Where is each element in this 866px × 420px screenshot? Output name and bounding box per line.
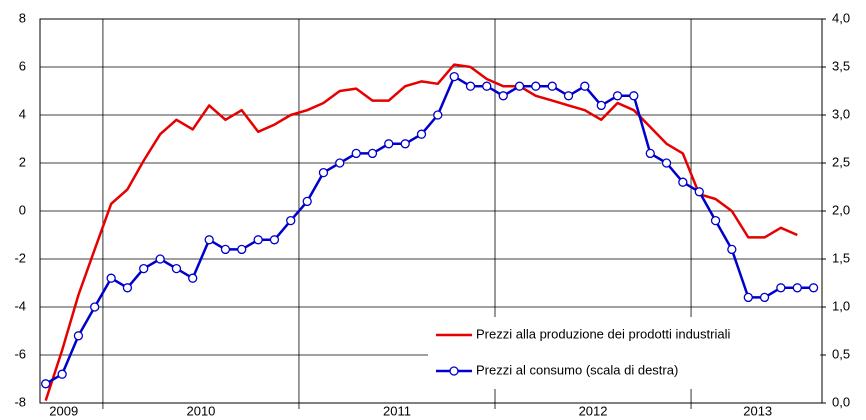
marker xyxy=(269,235,280,245)
marker xyxy=(171,263,182,274)
y-tick-label: -4 xyxy=(14,298,26,313)
marker xyxy=(514,81,525,91)
y-tick-label: -2 xyxy=(14,250,26,265)
marker xyxy=(155,254,165,264)
x-tick-label: 2012 xyxy=(579,403,608,418)
marker xyxy=(106,273,116,283)
marker xyxy=(73,331,84,341)
marker xyxy=(220,244,231,255)
y2-tick-label: 3,5 xyxy=(832,58,850,73)
marker xyxy=(367,148,378,159)
marker xyxy=(563,91,574,101)
legend-label: Prezzi al consumo (scala di destra) xyxy=(476,362,678,377)
y2-tick-label: 0,5 xyxy=(832,346,850,361)
marker xyxy=(776,283,786,293)
marker xyxy=(808,283,819,293)
marker xyxy=(237,244,247,255)
marker xyxy=(253,235,263,245)
marker xyxy=(400,139,410,149)
marker xyxy=(547,81,557,91)
y2-tick-label: 0,0 xyxy=(832,394,850,409)
y-tick-label: -6 xyxy=(14,346,26,361)
x-tick-label: 2011 xyxy=(383,403,411,418)
marker xyxy=(661,158,672,168)
legend-marker xyxy=(449,366,459,376)
y-tick-label: 8 xyxy=(19,10,26,25)
marker xyxy=(433,110,443,120)
marker xyxy=(122,283,133,293)
marker xyxy=(580,81,590,91)
y-tick-label: 2 xyxy=(19,154,26,169)
marker xyxy=(335,158,345,168)
marker xyxy=(286,215,296,226)
series-line xyxy=(44,63,798,401)
legend-box xyxy=(428,317,820,389)
marker xyxy=(41,379,51,389)
plot-frame xyxy=(39,18,823,404)
x-tick-label: 2010 xyxy=(186,403,215,418)
marker xyxy=(90,302,100,312)
marker xyxy=(727,244,737,255)
marker xyxy=(351,148,361,159)
marker xyxy=(449,71,459,82)
legend-label: Prezzi alla produzione dei prodotti indu… xyxy=(476,326,730,341)
marker xyxy=(465,81,476,91)
marker xyxy=(318,167,329,178)
marker xyxy=(645,148,655,159)
marker xyxy=(629,91,639,101)
y-tick-label: 0 xyxy=(19,202,26,217)
y2-tick-label: 2,5 xyxy=(832,154,850,169)
marker xyxy=(612,91,623,101)
marker xyxy=(694,187,704,197)
marker xyxy=(188,273,198,283)
marker xyxy=(531,81,541,91)
y2-tick-label: 2,0 xyxy=(832,202,850,217)
y2-tick-label: 1,5 xyxy=(832,250,850,265)
marker xyxy=(678,177,688,187)
marker xyxy=(139,263,149,274)
y2-tick-label: 1,0 xyxy=(832,298,850,313)
y2-tick-label: 3,0 xyxy=(832,106,850,121)
x-tick-label: 2009 xyxy=(49,403,78,418)
marker xyxy=(204,235,214,245)
marker xyxy=(302,196,312,207)
marker xyxy=(482,81,492,91)
x-tick-label: 2013 xyxy=(743,403,772,418)
y-tick-label: -8 xyxy=(14,394,26,409)
marker xyxy=(416,129,427,139)
marker xyxy=(759,292,770,303)
y-tick-label: 4 xyxy=(19,106,26,121)
y-tick-label: 6 xyxy=(19,58,26,73)
marker xyxy=(57,369,67,379)
marker xyxy=(710,215,721,226)
marker xyxy=(498,91,508,101)
marker xyxy=(792,283,802,293)
marker xyxy=(743,292,753,303)
y2-tick-label: 4,0 xyxy=(832,10,850,25)
marker xyxy=(596,100,606,111)
marker xyxy=(384,139,394,149)
